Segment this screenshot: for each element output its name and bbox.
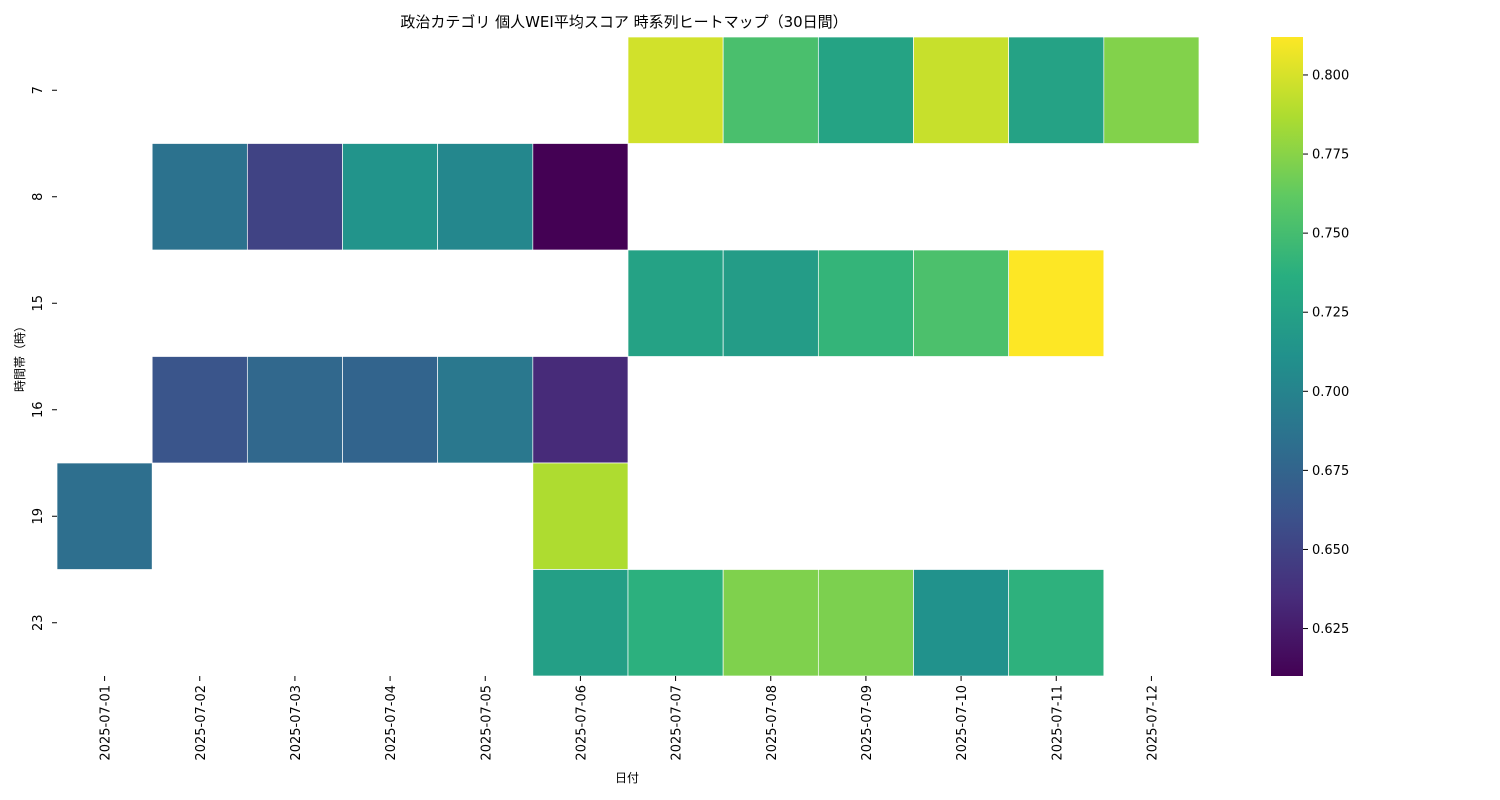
colorbar-tick-label: 0.675 xyxy=(1312,464,1349,479)
heatmap-cell xyxy=(627,249,724,357)
colorbar-tick-label: 0.625 xyxy=(1312,622,1349,637)
x-tick-label: 2025-07-12 xyxy=(1145,685,1160,761)
heatmap-cell xyxy=(437,356,534,464)
y-tick-label: 19 xyxy=(31,508,46,525)
heatmap-cell xyxy=(722,249,819,357)
heatmap-cell xyxy=(532,143,629,251)
heatmap-cells xyxy=(56,36,1200,677)
heatmap-cell xyxy=(342,143,439,251)
heatmap-cell xyxy=(56,462,153,570)
heatmap-cell xyxy=(913,36,1010,144)
heatmap-cell xyxy=(532,356,629,464)
heatmap-cell xyxy=(722,569,819,677)
heatmap-cell xyxy=(151,143,248,251)
y-tick-label: 8 xyxy=(31,193,46,201)
y-tick-label: 23 xyxy=(31,614,46,631)
y-tick-label: 15 xyxy=(31,295,46,312)
heatmap-cell xyxy=(437,143,534,251)
x-tick-label: 2025-07-09 xyxy=(860,685,875,761)
colorbar xyxy=(1271,37,1303,676)
heatmap-cell xyxy=(151,356,248,464)
x-axis-label: 日付 xyxy=(615,771,639,785)
colorbar-tick-label: 0.700 xyxy=(1312,385,1349,400)
heatmap-cell xyxy=(627,569,724,677)
heatmap-cell xyxy=(913,249,1010,357)
y-tick-label: 16 xyxy=(31,401,46,418)
x-tick-label: 2025-07-03 xyxy=(289,685,304,761)
y-tick-label: 7 xyxy=(31,86,46,94)
heatmap-cell xyxy=(1103,36,1200,144)
x-tick-label: 2025-07-01 xyxy=(99,685,114,761)
colorbar-tick-label: 0.725 xyxy=(1312,306,1349,321)
y-axis-ticks: 7 8 15 16 19 23 xyxy=(31,86,57,631)
colorbar-tick-label: 0.775 xyxy=(1312,148,1349,163)
heatmap-cell xyxy=(1008,569,1105,677)
colorbar-tick-label: 0.650 xyxy=(1312,543,1349,558)
colorbar-tick-label: 0.800 xyxy=(1312,68,1349,83)
colorbar-ticks: 0.625 0.650 0.675 0.700 0.725 0.750 0.775 0.800 xyxy=(1303,68,1349,637)
heatmap-cell xyxy=(913,569,1010,677)
y-axis-label: 時間帯（時） xyxy=(13,320,27,392)
x-tick-label: 2025-07-06 xyxy=(574,685,589,761)
heatmap-cell xyxy=(246,356,343,464)
heatmap-cell xyxy=(246,143,343,251)
heatmap-cell xyxy=(532,462,629,570)
x-tick-label: 2025-07-04 xyxy=(384,685,399,761)
heatmap-cell xyxy=(532,569,629,677)
x-tick-label: 2025-07-05 xyxy=(479,685,494,761)
x-tick-label: 2025-07-10 xyxy=(955,685,970,761)
heatmap-cell xyxy=(627,36,724,144)
heatmap-cell xyxy=(722,36,819,144)
colorbar-tick-label: 0.750 xyxy=(1312,227,1349,242)
x-tick-label: 2025-07-02 xyxy=(194,685,209,761)
heatmap-cell xyxy=(817,249,914,357)
heatmap-cell xyxy=(1008,36,1105,144)
heatmap-cell xyxy=(342,356,439,464)
x-tick-label: 2025-07-07 xyxy=(670,685,685,761)
x-tick-label: 2025-07-11 xyxy=(1050,685,1065,761)
x-axis-ticks: 2025-07-01 2025-07-02 2025-07-03 2025-07-04… xyxy=(99,676,1160,761)
heatmap-cell xyxy=(817,36,914,144)
x-tick-label: 2025-07-08 xyxy=(765,685,780,761)
heatmap-cell xyxy=(1008,249,1105,357)
chart-title: 政治カテゴリ 個人WEI平均スコア 時系列ヒートマップ（30日間） xyxy=(400,13,847,31)
heatmap-cell xyxy=(817,569,914,677)
